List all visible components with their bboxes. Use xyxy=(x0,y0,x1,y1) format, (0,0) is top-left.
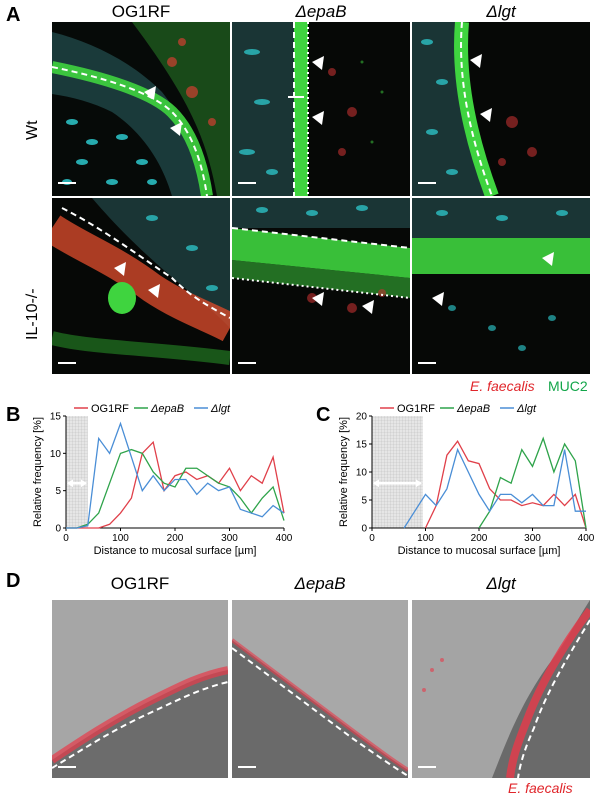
chart-c-x-axis-label: Distance to mucosal surface [µm] xyxy=(398,545,561,557)
panel-a-row-wt: Wt xyxy=(24,120,41,140)
brightfield-lgt xyxy=(412,600,590,778)
chart-c-series-line-0 xyxy=(424,440,587,529)
chart-b-x-tick-label: 100 xyxy=(112,533,129,544)
panel-d-col-og1rf: OG1RF xyxy=(110,574,170,593)
chart-c-y-tick-label: 0 xyxy=(361,524,367,535)
brightfield-epab xyxy=(232,600,408,778)
chart-c-y-axis-label: Relative frequency [%] xyxy=(338,417,350,527)
chart-b-x-tick-label: 400 xyxy=(276,533,293,544)
chart-b-legend-label-2: Δlgt xyxy=(210,403,231,415)
chart-b: 0 5 10 15 0 100 200 300 400 Distance to mucosal s… xyxy=(32,403,293,557)
chart-b-legend-label-0: OG1RF xyxy=(91,403,129,415)
micrograph-il10-epab xyxy=(232,198,410,374)
chart-c-x-tick-label: 0 xyxy=(369,533,375,544)
chart-b-y-tick-label: 10 xyxy=(50,449,62,460)
micrograph-il10-lgt xyxy=(412,198,590,374)
micrograph-wt-epab xyxy=(232,22,410,196)
panel-a-col-lgt: Δlgt xyxy=(486,2,516,21)
chart-c-y-tick-label: 5 xyxy=(361,496,367,507)
chart-c-shaded-region xyxy=(372,416,423,528)
chart-b-y-tick-label: 5 xyxy=(55,486,61,497)
chart-b-shaded-region xyxy=(66,416,88,528)
chart-b-x-tick-label: 0 xyxy=(63,533,69,544)
panel-a-col-epab: ΔepaB xyxy=(295,2,347,21)
chart-c-arrowhead-right xyxy=(415,479,422,488)
chart-c-series-line-1 xyxy=(478,436,587,529)
chart-c-x-tick-label: 100 xyxy=(417,533,434,544)
panel-c-letter: C xyxy=(316,404,331,426)
chart-b-legend-label-1: ΔepaB xyxy=(150,403,184,415)
chart-c-legend-label-2: Δlgt xyxy=(516,403,537,415)
panel-b-letter: B xyxy=(6,404,21,426)
legend-muc2: MUC2 xyxy=(547,378,588,394)
chart-c-x-tick-label: 400 xyxy=(578,533,595,544)
chart-b-x-tick-label: 300 xyxy=(221,533,238,544)
chart-b-y-axis-label: Relative frequency [%] xyxy=(32,417,44,527)
chart-c-legend-label-0: OG1RF xyxy=(397,403,435,415)
chart-c-legend-label-1: ΔepaB xyxy=(456,403,490,415)
chart-b-series-line-2 xyxy=(66,421,285,529)
chart-b-series-line-1 xyxy=(66,448,285,529)
chart-c-y-tick-label: 15 xyxy=(356,440,368,451)
micrograph-il10-og1rf xyxy=(52,198,230,374)
chart-b-series-line-0 xyxy=(66,440,285,529)
chart-b-y-tick-label: 0 xyxy=(55,524,61,535)
legend-e-faecalis: E. faecalis xyxy=(470,378,535,394)
chart-c-x-tick-label: 300 xyxy=(524,533,541,544)
chart-c-y-tick-label: 20 xyxy=(356,412,368,423)
brightfield-og1rf xyxy=(52,600,228,778)
chart-b-x-tick-label: 200 xyxy=(167,533,184,544)
chart-b-arrowhead-right xyxy=(80,479,87,488)
chart-b-y-tick-label: 15 xyxy=(50,412,62,423)
chart-c-series-line-2 xyxy=(403,447,586,529)
chart-b-arrowhead-left xyxy=(67,479,73,488)
chart-c-arrowhead-left xyxy=(373,479,379,488)
chart-c-y-tick-label: 10 xyxy=(356,468,368,479)
panel-d-legend: E. faecalis xyxy=(508,780,573,796)
panel-d-letter: D xyxy=(6,570,21,592)
panel-d-col-lgt: Δlgt xyxy=(486,574,516,593)
panel-a-letter: A xyxy=(6,4,21,26)
micrograph-wt-lgt xyxy=(412,22,590,196)
micrograph-wt-og1rf xyxy=(52,22,230,196)
panel-a-col-og1rf: OG1RF xyxy=(111,2,171,21)
panel-d-col-epab: ΔepaB xyxy=(294,574,346,593)
chart-c-x-tick-label: 200 xyxy=(471,533,488,544)
panel-a-row-il10: IL-10-/- xyxy=(24,288,41,340)
chart-b-x-axis-label: Distance to mucosal surface [µm] xyxy=(94,545,257,557)
panel-a-legend: E. faecalis MUC2 xyxy=(470,378,588,396)
